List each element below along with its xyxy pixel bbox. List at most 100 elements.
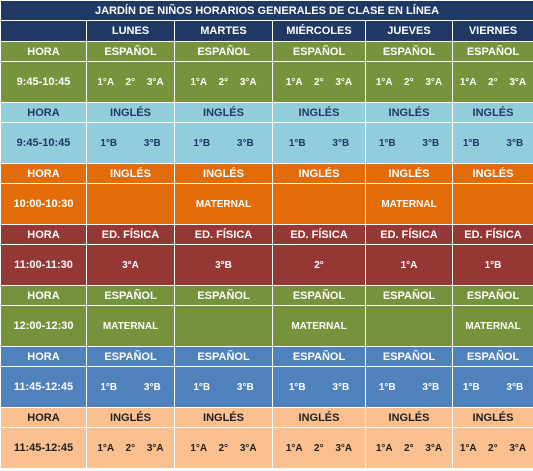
day-header-miercoles: MIÉRCOLES (272, 20, 366, 42)
group-row: 10:00-10:30 MATERNAL MATERNAL (0, 183, 533, 225)
group-cell: MATERNAL (452, 305, 533, 347)
subject-row: HORA INGLÉS INGLÉS INGLÉS INGLÉS INGLÉS (0, 102, 533, 123)
group-cell: 1°A 2° 3°A (272, 61, 366, 103)
time-cell: 9:45-10:45 (0, 122, 87, 164)
group-cell: 1°B 3°B (365, 366, 453, 408)
subject-cell: ESPAÑOL (452, 285, 533, 306)
hora-label: HORA (0, 163, 87, 184)
subject-cell: ED. FÍSICA (365, 224, 453, 245)
group-cell: 1°B 3°B (174, 366, 273, 408)
subject-row: HORA ESPAÑOL ESPAÑOL ESPAÑOL ESPAÑOL ESP… (0, 285, 533, 306)
subject-cell: ED. FÍSICA (272, 224, 366, 245)
subject-cell: INGLÉS (272, 163, 366, 184)
subject-cell: INGLÉS (86, 407, 175, 428)
subject-cell: ESPAÑOL (174, 346, 273, 367)
time-cell: 9:45-10:45 (0, 61, 87, 103)
subject-cell: INGLÉS (86, 102, 175, 123)
subject-cell: ESPAÑOL (365, 346, 453, 367)
subject-row: HORA ESPAÑOL ESPAÑOL ESPAÑOL ESPAÑOL ESP… (0, 346, 533, 367)
subject-cell: INGLÉS (174, 407, 273, 428)
subject-cell: INGLÉS (272, 102, 366, 123)
subject-cell: ESPAÑOL (86, 285, 175, 306)
subject-cell: ESPAÑOL (86, 346, 175, 367)
subject-cell: ESPAÑOL (272, 346, 366, 367)
group-row: 9:45-10:45 1°B 3°B 1°B 3°B 1°B 3°B 1°B 3… (0, 122, 533, 164)
hora-label: HORA (0, 407, 87, 428)
hora-label: HORA (0, 224, 87, 245)
subject-row: HORA ED. FÍSICA ED. FÍSICA ED. FÍSICA ED… (0, 224, 533, 245)
subject-cell: INGLÉS (174, 102, 273, 123)
subject-cell: ESPAÑOL (365, 285, 453, 306)
group-cell: 1°B 3°B (272, 366, 366, 408)
group-row: 12:00-12:30 MATERNAL MATERNAL MATERNAL (0, 305, 533, 347)
time-cell: 11:00-11:30 (0, 244, 87, 286)
subject-cell: ED. FÍSICA (174, 224, 273, 245)
subject-cell: ESPAÑOL (452, 346, 533, 367)
subject-cell: INGLÉS (452, 163, 533, 184)
group-cell: 1°A 2° 3°A (365, 61, 453, 103)
day-header-lunes: LUNES (86, 20, 175, 42)
hora-label: HORA (0, 285, 87, 306)
group-row: 9:45-10:45 1°A 2° 3°A 1°A 2° 3°A 1°A 2° … (0, 61, 533, 103)
subject-cell: INGLÉS (365, 163, 453, 184)
group-cell: 1°B 3°B (452, 366, 533, 408)
subject-cell: INGLÉS (365, 407, 453, 428)
subject-cell: ED. FÍSICA (452, 224, 533, 245)
group-cell: 1°B 3°B (452, 122, 533, 164)
time-cell: 11:45-12:45 (0, 427, 87, 469)
group-cell (174, 305, 273, 347)
subject-cell: ED. FÍSICA (86, 224, 175, 245)
group-row: 11:45-12:45 1°B 3°B 1°B 3°B 1°B 3°B 1°B … (0, 366, 533, 408)
group-cell: 1°B 3°B (86, 366, 175, 408)
time-cell: 12:00-12:30 (0, 305, 87, 347)
group-cell: MATERNAL (86, 305, 175, 347)
time-cell: 11:45-12:45 (0, 366, 87, 408)
group-cell (86, 183, 175, 225)
group-cell: 3°B (174, 244, 273, 286)
group-cell: 1°A 2° 3°A (86, 427, 175, 469)
group-cell (272, 183, 366, 225)
subject-cell: INGLÉS (365, 102, 453, 123)
time-cell: 10:00-10:30 (0, 183, 87, 225)
group-cell: MATERNAL (174, 183, 273, 225)
group-cell: 1°A 2° 3°A (452, 427, 533, 469)
group-cell: 1°B 3°B (365, 122, 453, 164)
group-cell: 1°B (452, 244, 533, 286)
group-cell: MATERNAL (365, 183, 453, 225)
hora-label: HORA (0, 102, 87, 123)
group-cell: 1°A 2° 3°A (174, 427, 273, 469)
group-cell: MATERNAL (272, 305, 366, 347)
subject-row: HORA INGLÉS INGLÉS INGLÉS INGLÉS INGLÉS (0, 407, 533, 428)
hora-label: HORA (0, 41, 87, 62)
group-cell (365, 305, 453, 347)
day-header-empty (0, 20, 87, 42)
day-header-viernes: VIERNES (452, 20, 533, 42)
group-row: 11:45-12:45 1°A 2° 3°A 1°A 2° 3°A 1°A 2°… (0, 427, 533, 469)
subject-cell: ESPAÑOL (365, 41, 453, 62)
subject-cell: ESPAÑOL (452, 41, 533, 62)
group-cell: 1°A 2° 3°A (86, 61, 175, 103)
group-cell: 1°B 3°B (86, 122, 175, 164)
hora-label: HORA (0, 346, 87, 367)
group-cell: 1°A (365, 244, 453, 286)
group-cell: 1°A 2° 3°A (174, 61, 273, 103)
day-header-jueves: JUEVES (365, 20, 453, 42)
subject-cell: INGLÉS (272, 407, 366, 428)
schedule-title: JARDÍN DE NIÑOS HORARIOS GENERALES DE CL… (0, 0, 533, 21)
subject-cell: INGLÉS (86, 163, 175, 184)
subject-cell: ESPAÑOL (272, 41, 366, 62)
subject-cell: ESPAÑOL (86, 41, 175, 62)
subject-cell: ESPAÑOL (174, 285, 273, 306)
group-cell: 1°A 2° 3°A (272, 427, 366, 469)
group-cell: 1°A 2° 3°A (452, 61, 533, 103)
group-cell: 2° (272, 244, 366, 286)
day-header-martes: MARTES (174, 20, 273, 42)
subject-cell: ESPAÑOL (272, 285, 366, 306)
subject-cell: INGLÉS (174, 163, 273, 184)
subject-cell: INGLÉS (452, 407, 533, 428)
group-row: 11:00-11:30 3°A 3°B 2° 1°A 1°B (0, 244, 533, 286)
group-cell: 1°A 2° 3°A (365, 427, 453, 469)
group-cell: 1°B 3°B (174, 122, 273, 164)
group-cell: 1°B 3°B (272, 122, 366, 164)
